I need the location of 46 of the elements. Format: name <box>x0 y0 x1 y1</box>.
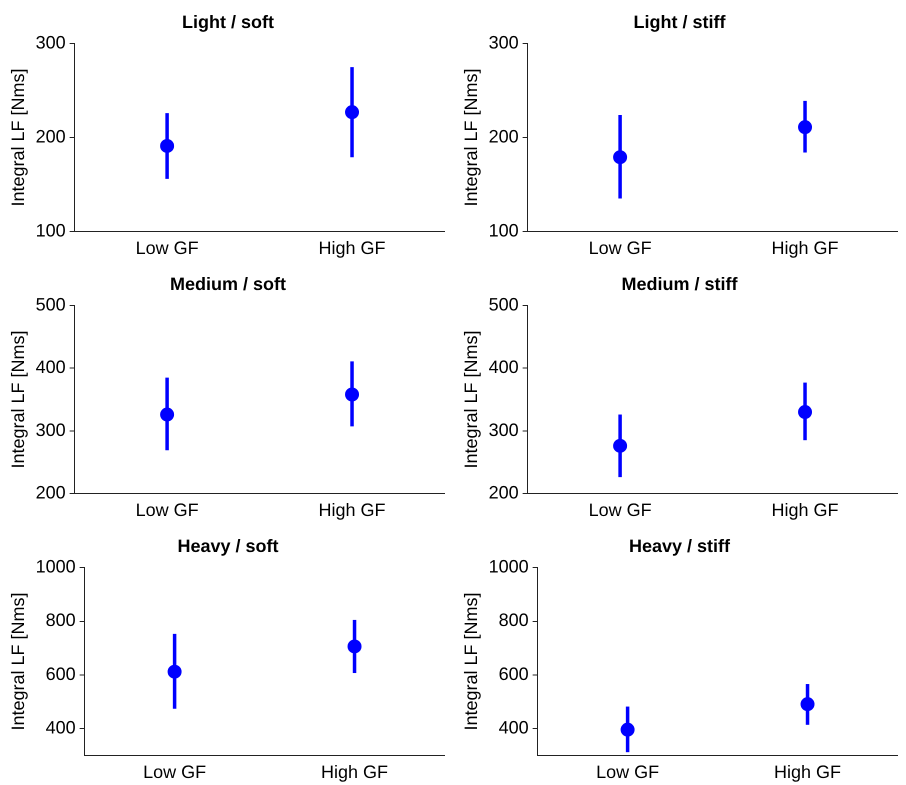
y-tick-label: 300 <box>36 420 66 440</box>
chart-title: Light / soft <box>182 12 274 32</box>
chart-title: Medium / soft <box>170 274 286 294</box>
y-tick-label: 400 <box>36 357 66 378</box>
x-tick-label: High GF <box>774 762 842 782</box>
y-tick-label: 600 <box>498 664 529 684</box>
y-tick-label: 100 <box>36 220 66 240</box>
y-tick-label: 400 <box>46 718 76 738</box>
chart-title: Heavy / stiff <box>628 536 732 556</box>
x-tick-label: Low GF <box>136 500 199 520</box>
y-tick-label: 100 <box>488 220 519 240</box>
y-axis-title: Integral LF [Nms] <box>460 68 481 207</box>
y-tick-label: 300 <box>488 32 519 53</box>
x-tick-label: Low GF <box>143 762 206 782</box>
y-axis-title: Integral LF [Nms] <box>8 68 28 207</box>
x-tick-label: High GF <box>772 238 839 258</box>
y-tick-label: 500 <box>488 294 519 315</box>
y-tick-label: 200 <box>36 482 66 502</box>
x-tick-label: Low GF <box>588 500 652 520</box>
y-tick-label: 300 <box>36 32 66 53</box>
y-tick-label: 200 <box>36 126 66 146</box>
y-tick-label: 800 <box>498 610 529 630</box>
x-tick-label: Low GF <box>136 238 199 258</box>
y-tick-label: 400 <box>488 357 519 378</box>
y-tick-label: 200 <box>488 482 519 502</box>
x-tick-label: High GF <box>318 238 386 258</box>
x-tick-label: High GF <box>318 500 386 520</box>
y-axis-title: Integral LF [Nms] <box>460 330 481 469</box>
y-tick-label: 800 <box>46 610 76 630</box>
x-tick-label: Low GF <box>596 762 660 782</box>
y-axis-title: Integral LF [Nms] <box>460 592 481 731</box>
y-tick-label: 500 <box>36 294 66 315</box>
y-axis-title: Integral LF [Nms] <box>8 592 28 731</box>
y-axis-title: Integral LF [Nms] <box>8 330 28 469</box>
y-tick-label: 600 <box>46 664 76 684</box>
x-tick-label: High GF <box>772 500 839 520</box>
x-tick-label: High GF <box>321 762 388 782</box>
chart-title: Light / stiff <box>634 12 726 32</box>
y-tick-label: 1000 <box>36 556 76 577</box>
chart-title: Medium / stiff <box>622 274 739 294</box>
x-tick-label: Low GF <box>588 238 652 258</box>
y-tick-label: 400 <box>498 718 529 738</box>
y-tick-label: 300 <box>488 420 519 440</box>
y-tick-label: 1000 <box>488 556 529 577</box>
chart-title: Heavy / soft <box>177 536 279 556</box>
y-tick-label: 200 <box>488 126 519 146</box>
